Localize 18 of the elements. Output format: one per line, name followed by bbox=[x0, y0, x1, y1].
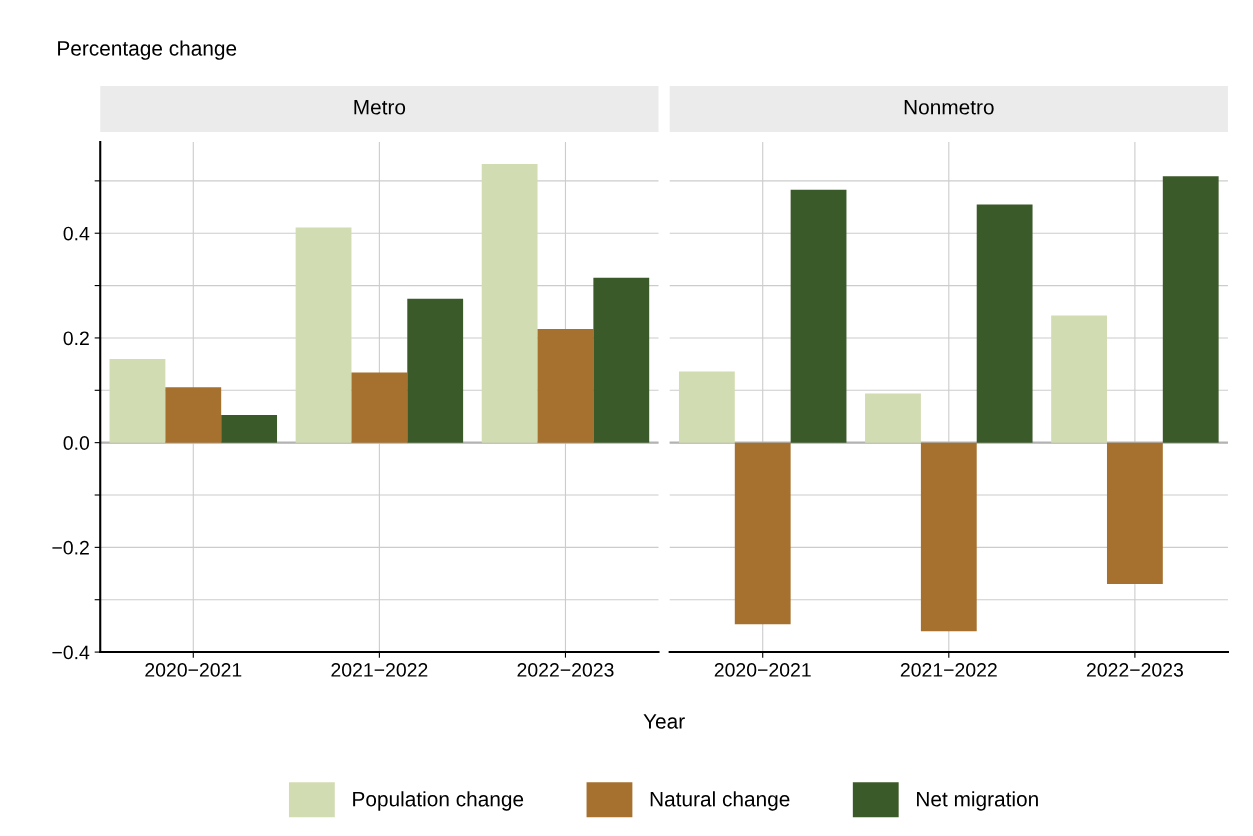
y-axis-title: Percentage change bbox=[58, 40, 237, 60]
x-tick-label: 2020−2021 bbox=[145, 663, 242, 677]
x-tick-label: 2020−2021 bbox=[714, 663, 811, 677]
y-tick-label: −0.4 bbox=[52, 645, 90, 660]
chart-title: Nonmetro bbox=[904, 100, 994, 115]
chart-title: Metro bbox=[354, 100, 406, 115]
y-tick-label: 0.2 bbox=[63, 331, 89, 346]
x-tick-label: 2022−2023 bbox=[517, 663, 614, 677]
x-tick-label: 2021−2022 bbox=[900, 663, 997, 677]
y-tick-label: −0.2 bbox=[52, 540, 89, 555]
x-tick-label: 2022−2023 bbox=[1086, 663, 1183, 677]
y-tick-label: 0.0 bbox=[63, 436, 90, 450]
legend-label: Net migration bbox=[917, 791, 1038, 811]
x-tick-label: 2021−2022 bbox=[331, 663, 428, 677]
legend-label: Population change bbox=[353, 791, 524, 811]
legend-label: Natural change bbox=[650, 791, 790, 811]
x-axis-title: Year bbox=[643, 714, 685, 729]
y-tick-label: 0.4 bbox=[63, 226, 90, 241]
